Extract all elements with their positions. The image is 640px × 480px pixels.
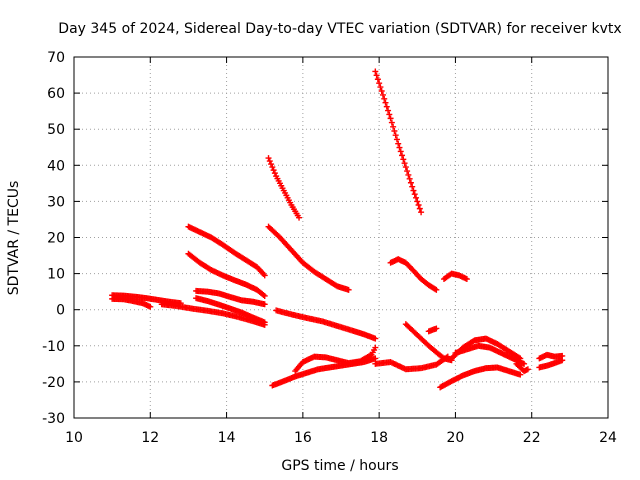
- data-point: [524, 366, 531, 373]
- data-point: [268, 161, 275, 168]
- y-tick-label: -30: [42, 411, 65, 427]
- data-point: [517, 371, 524, 378]
- data-point: [261, 292, 268, 299]
- data-point: [415, 202, 422, 209]
- y-tick-label: 0: [56, 303, 65, 319]
- data-point: [402, 164, 409, 171]
- data-point: [261, 319, 268, 326]
- data-point: [367, 352, 374, 359]
- y-tick-label: -10: [42, 339, 65, 355]
- data-point: [266, 158, 273, 165]
- data-point: [260, 291, 267, 298]
- data-point: [463, 276, 470, 283]
- data-point: [381, 95, 388, 102]
- data-point: [413, 194, 420, 201]
- data-point: [147, 303, 154, 310]
- data-point: [418, 209, 425, 216]
- data-point: [261, 272, 268, 279]
- y-tick-label: 70: [47, 50, 65, 66]
- data-point: [407, 179, 414, 186]
- data-point: [521, 360, 528, 367]
- data-point: [379, 91, 386, 98]
- data-point: [432, 286, 439, 293]
- y-tick-label: 50: [47, 122, 65, 138]
- grid: [74, 57, 608, 418]
- y-tick-label: 10: [47, 267, 65, 283]
- data-point: [372, 68, 379, 75]
- data-point: [269, 164, 276, 171]
- y-tick-label: 40: [47, 158, 65, 174]
- x-tick-label: 10: [65, 430, 83, 446]
- data-point: [404, 168, 411, 175]
- x-tick-label: 18: [370, 430, 388, 446]
- data-point: [261, 301, 268, 308]
- data-point: [400, 156, 407, 163]
- x-tick-label: 22: [523, 430, 541, 446]
- data-point: [414, 198, 421, 205]
- y-tick-label: 60: [47, 86, 65, 102]
- data-point: [377, 84, 384, 91]
- data-point: [396, 144, 403, 151]
- x-axis-label: GPS time / hours: [281, 458, 398, 474]
- data-point: [296, 214, 303, 221]
- data-point: [390, 123, 397, 130]
- data-point: [416, 205, 423, 212]
- data-point: [372, 344, 379, 351]
- data-point: [382, 99, 389, 106]
- data-point: [374, 76, 381, 83]
- data-point: [397, 148, 404, 155]
- y-tick-label: 20: [47, 231, 65, 247]
- data-point: [383, 103, 390, 110]
- x-tick-label: 24: [599, 430, 617, 446]
- data-point: [393, 136, 400, 143]
- data-point: [265, 155, 272, 162]
- x-tick-label: 20: [447, 430, 465, 446]
- data-point: [386, 111, 393, 118]
- data-point: [392, 132, 399, 139]
- data-point: [395, 140, 402, 147]
- data-point: [411, 191, 418, 198]
- y-tick-label: 30: [47, 194, 65, 210]
- data-point: [559, 357, 566, 364]
- data-point: [409, 183, 416, 190]
- axis-ticks: 10 12 14 16 18 20 22 24 -30 -20 -10 0 10 20 30 40 50 60 70: [42, 50, 617, 446]
- data-point: [433, 325, 440, 332]
- data-point: [433, 286, 440, 293]
- y-axis-label: SDTVAR / TECUs: [6, 181, 22, 296]
- data-point: [378, 87, 385, 94]
- data-point: [410, 187, 417, 194]
- data-point: [387, 115, 394, 122]
- data-point: [373, 72, 380, 79]
- chart-title: Day 345 of 2024, Sidereal Day-to-day VTE…: [58, 21, 621, 37]
- data-point: [405, 171, 412, 178]
- data-point: [271, 170, 278, 177]
- data-points: [109, 68, 566, 391]
- data-point: [376, 80, 383, 87]
- data-point: [399, 152, 406, 159]
- data-point: [388, 119, 395, 126]
- data-point: [401, 160, 408, 167]
- data-point: [391, 128, 398, 135]
- data-point: [385, 107, 392, 114]
- x-tick-label: 14: [218, 430, 236, 446]
- data-point: [372, 335, 379, 342]
- data-point: [270, 167, 277, 174]
- data-point: [345, 286, 352, 293]
- data-point: [372, 355, 379, 362]
- data-point: [406, 175, 413, 182]
- x-tick-label: 16: [294, 430, 312, 446]
- y-tick-label: -20: [42, 375, 65, 391]
- x-tick-label: 12: [141, 430, 159, 446]
